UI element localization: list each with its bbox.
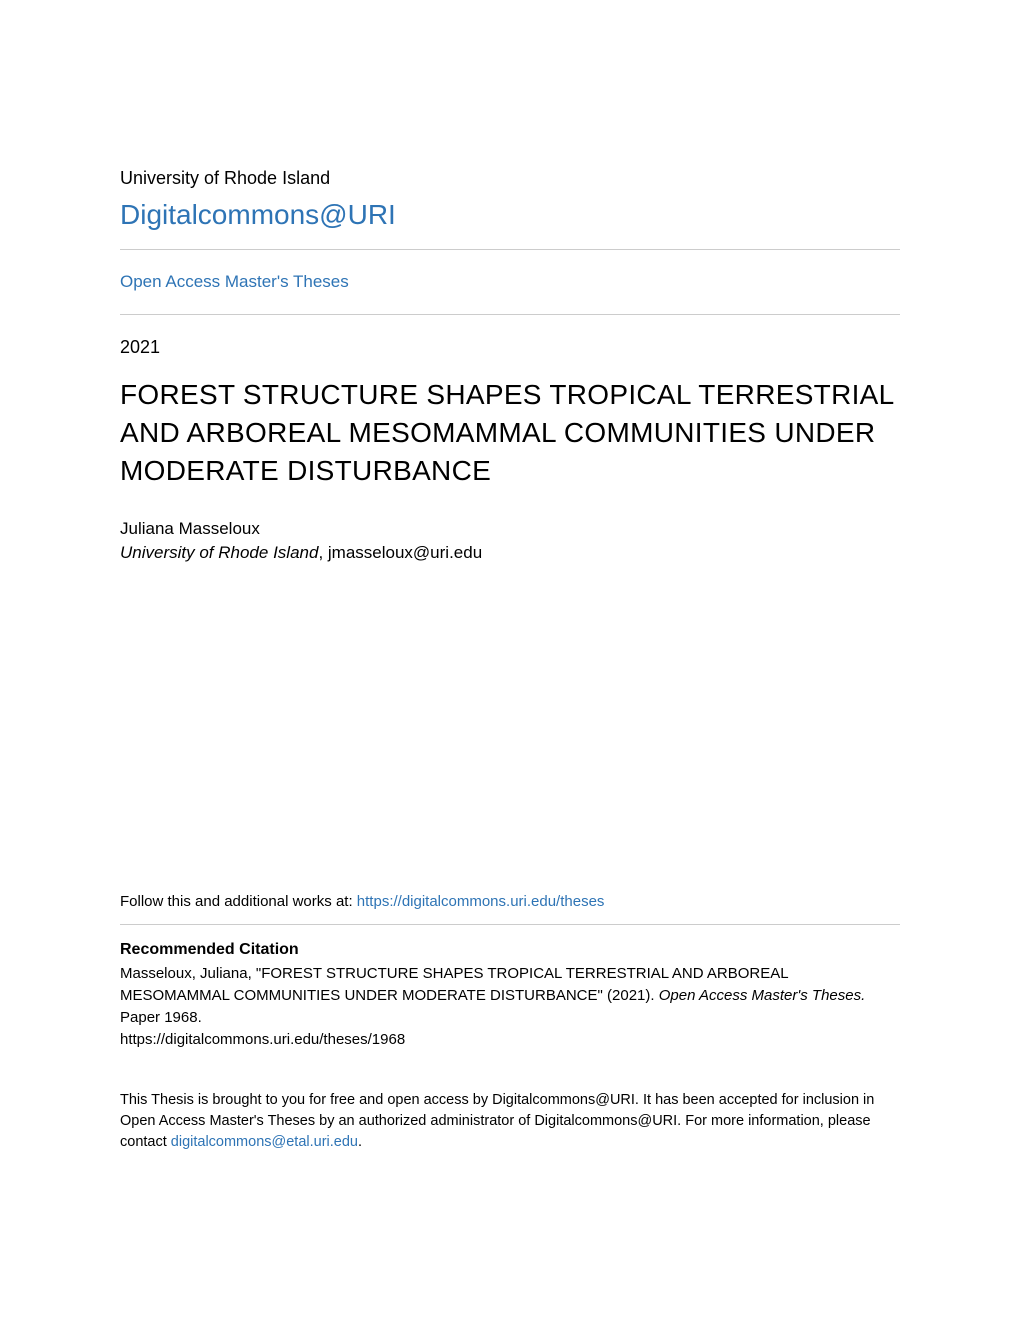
footer-text: This Thesis is brought to you for free a… (120, 1090, 900, 1153)
follow-divider (120, 924, 900, 925)
footer-suffix: . (358, 1134, 362, 1150)
author-email: , jmasseloux@uri.edu (318, 543, 482, 562)
citation-paper-number: Paper 1968. (120, 1009, 202, 1026)
affiliation-text: University of Rhode Island (120, 543, 318, 562)
vertical-spacer (120, 563, 900, 893)
citation-url: https://digitalcommons.uri.edu/theses/19… (120, 1031, 405, 1048)
author-name: Juliana Masseloux (120, 519, 900, 539)
repository-name[interactable]: Digitalcommons@URI (120, 199, 900, 231)
follow-link[interactable]: https://digitalcommons.uri.edu/theses (357, 893, 605, 910)
collection-link[interactable]: Open Access Master's Theses (120, 272, 900, 292)
footer-contact-link[interactable]: digitalcommons@etal.uri.edu (171, 1134, 358, 1150)
paper-title: FOREST STRUCTURE SHAPES TROPICAL TERREST… (120, 376, 900, 489)
citation-body: Masseloux, Juliana, "FOREST STRUCTURE SH… (120, 963, 900, 1050)
collection-divider (120, 314, 900, 315)
author-affiliation: University of Rhode Island, jmasseloux@u… (120, 543, 900, 563)
publication-year: 2021 (120, 337, 900, 358)
header-divider (120, 249, 900, 250)
institution-name: University of Rhode Island (120, 168, 900, 189)
follow-works-text: Follow this and additional works at: htt… (120, 893, 900, 910)
follow-prefix: Follow this and additional works at: (120, 893, 357, 910)
citation-series: Open Access Master's Theses. (659, 987, 866, 1004)
citation-heading: Recommended Citation (120, 941, 900, 959)
